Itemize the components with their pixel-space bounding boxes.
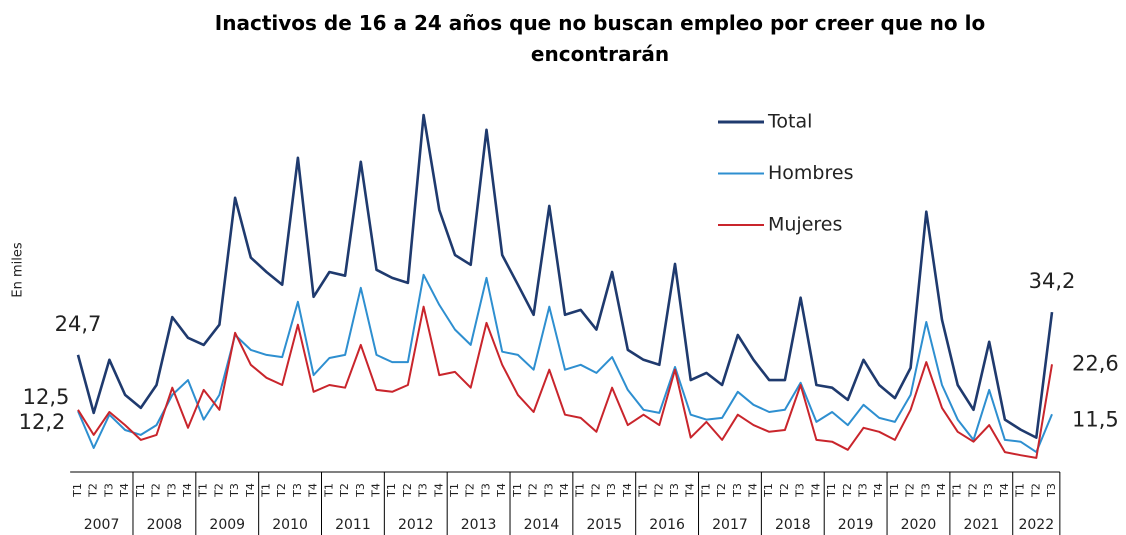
x-tick-label: T1 <box>385 483 398 498</box>
x-tick-label: T3 <box>479 483 492 498</box>
year-label: 2008 <box>147 517 183 533</box>
year-label: 2016 <box>649 517 685 533</box>
data-label: 22,6 <box>1072 351 1119 375</box>
x-tick-label: T2 <box>527 483 540 498</box>
x-tick-label: T4 <box>684 483 697 498</box>
x-tick-label: T2 <box>841 483 854 498</box>
x-tick-label: T2 <box>401 483 414 498</box>
legend-label: Hombres <box>768 162 853 184</box>
x-tick-label: T4 <box>244 483 257 498</box>
x-tick-label: T3 <box>291 483 304 498</box>
x-tick-label: T1 <box>825 483 838 498</box>
x-tick-label: T1 <box>511 483 524 498</box>
x-tick-label: T3 <box>228 483 241 498</box>
x-tick-label: T2 <box>87 483 100 498</box>
year-label: 2007 <box>84 517 120 533</box>
data-label: 34,2 <box>1029 269 1076 293</box>
x-tick-label: T3 <box>919 483 932 498</box>
x-tick-label: T1 <box>1014 483 1027 498</box>
x-tick-label: T1 <box>762 483 775 498</box>
x-tick-label: T2 <box>589 483 602 498</box>
year-label: 2020 <box>901 517 937 533</box>
x-tick-label: T2 <box>464 483 477 498</box>
x-tick-label: T2 <box>338 483 351 498</box>
x-tick-label: T2 <box>150 483 163 498</box>
x-tick-label: T2 <box>1029 483 1042 498</box>
x-tick-label: T3 <box>605 483 618 498</box>
x-tick-label: T4 <box>307 483 320 498</box>
x-tick-label: T2 <box>904 483 917 498</box>
x-tick-label: T4 <box>998 483 1011 498</box>
x-tick-label: T4 <box>118 483 131 498</box>
x-tick-label: T3 <box>856 483 869 498</box>
x-tick-label: T3 <box>102 483 115 498</box>
x-tick-label: T3 <box>794 483 807 498</box>
x-tick-label: T2 <box>778 483 791 498</box>
x-tick-label: T2 <box>715 483 728 498</box>
x-tick-label: T1 <box>951 483 964 498</box>
year-label: 2015 <box>586 517 622 533</box>
year-label: 2010 <box>272 517 308 533</box>
series-line <box>76 113 1054 439</box>
year-label: 2017 <box>712 517 748 533</box>
x-tick-label: T1 <box>448 483 461 498</box>
x-tick-label: T4 <box>558 483 571 498</box>
year-label: 2021 <box>963 517 999 533</box>
x-tick-label: T3 <box>165 483 178 498</box>
year-label: 2013 <box>461 517 497 533</box>
x-tick-label: T1 <box>888 483 901 498</box>
x-tick-label: T3 <box>542 483 555 498</box>
x-tick-label: T4 <box>369 483 382 498</box>
year-label: 2019 <box>838 517 874 533</box>
legend-label: Total <box>767 111 812 133</box>
chart-title: Inactivos de 16 a 24 años que no buscan … <box>214 11 986 66</box>
data-label: 12,2 <box>19 410 66 434</box>
x-tick-label: T1 <box>71 483 84 498</box>
x-tick-label: T3 <box>982 483 995 498</box>
x-tick-label: T4 <box>809 483 822 498</box>
x-tick-label: T3 <box>731 483 744 498</box>
x-tick-label: T1 <box>197 483 210 498</box>
x-tick-label: T2 <box>966 483 979 498</box>
year-label: 2018 <box>775 517 811 533</box>
year-label: 2022 <box>1018 517 1054 533</box>
x-tick-label: T1 <box>699 483 712 498</box>
year-label: 2011 <box>335 517 371 533</box>
x-tick-label: T4 <box>181 483 194 498</box>
x-tick-label: T1 <box>260 483 273 498</box>
year-label: 2014 <box>524 517 560 533</box>
x-tick-label: T2 <box>652 483 665 498</box>
x-tick-label: T3 <box>668 483 681 498</box>
x-tick-label: T3 <box>354 483 367 498</box>
x-tick-label: T3 <box>417 483 430 498</box>
x-tick-label: T2 <box>212 483 225 498</box>
x-tick-label: T1 <box>322 483 335 498</box>
legend-label: Mujeres <box>768 214 842 236</box>
x-tick-label: T2 <box>275 483 288 498</box>
y-axis-label: En miles <box>11 242 26 297</box>
x-tick-label: T4 <box>747 483 760 498</box>
year-label: 2012 <box>398 517 434 533</box>
x-tick-label: T1 <box>134 483 147 498</box>
data-label: 11,5 <box>1072 407 1119 431</box>
x-tick-label: T4 <box>872 483 885 498</box>
x-tick-label: T4 <box>935 483 948 498</box>
series-line <box>77 273 1053 454</box>
x-tick-label: T4 <box>432 483 445 498</box>
x-tick-label: T1 <box>637 483 650 498</box>
data-label: 12,5 <box>23 385 70 409</box>
year-label: 2009 <box>209 517 245 533</box>
x-tick-label: T1 <box>574 483 587 498</box>
data-label: 24,7 <box>55 312 102 336</box>
x-tick-label: T4 <box>621 483 634 498</box>
x-tick-label: T4 <box>495 483 508 498</box>
x-tick-label: T3 <box>1045 483 1058 498</box>
series-line <box>77 305 1053 459</box>
